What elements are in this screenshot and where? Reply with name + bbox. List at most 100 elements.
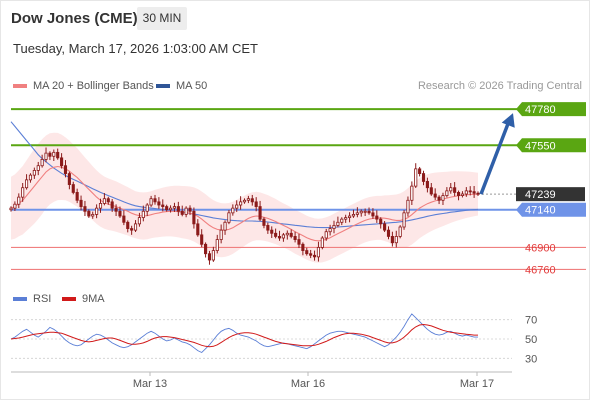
candle-body [456, 192, 461, 196]
candle-body [445, 190, 449, 196]
rsi-tick-label: 70 [525, 315, 537, 327]
x-axis-label: Mar 17 [460, 378, 494, 390]
candle-body [305, 250, 309, 255]
candle-body [67, 173, 71, 185]
candle-body [235, 204, 239, 209]
candle-body [130, 228, 134, 231]
candle-body [410, 185, 414, 201]
candle-body [98, 203, 103, 209]
candle-body [312, 254, 317, 258]
candle-body [176, 206, 180, 212]
candle-body [200, 234, 204, 245]
candle-body [258, 206, 262, 220]
ma20-legend-label: MA 20 + Bollinger Bands [33, 80, 154, 92]
candle-body [17, 196, 21, 205]
candle-body [418, 168, 422, 174]
chart-datetime: Tuesday, March 17, 2026 1:03:00 AM CET [13, 41, 258, 56]
candle-body [161, 204, 165, 207]
rsi-ma-legend-label: 9MA [82, 293, 105, 305]
candle-body [52, 151, 56, 157]
candle-body [309, 253, 313, 256]
candle-body [40, 159, 44, 167]
candle-body [204, 243, 208, 255]
candle-body [351, 214, 356, 217]
candle-body [192, 210, 196, 225]
candle-body [21, 187, 25, 198]
x-axis-label: Mar 13 [133, 378, 167, 390]
candle-body [79, 199, 83, 207]
timeframe-badge[interactable]: 30 MIN [137, 7, 187, 30]
candle-body [87, 210, 91, 217]
candle-body [149, 198, 153, 206]
candle-body [363, 210, 367, 213]
candle-body [48, 152, 52, 157]
candle-body [379, 218, 383, 225]
current-price-label: 47239 [525, 189, 556, 201]
candle-body [95, 207, 99, 215]
candle-body [122, 215, 126, 223]
candle-body [172, 206, 177, 209]
resistance-level-tag [516, 102, 586, 117]
candle-body [297, 239, 301, 245]
candle-body [262, 218, 266, 226]
candle-body [383, 223, 387, 231]
candle-body [449, 187, 453, 192]
candle-body [406, 199, 410, 214]
legend-ma50: MA 50 [156, 80, 207, 92]
candle-body [215, 239, 219, 251]
candle-body [266, 225, 270, 231]
instrument-title: Dow Jones (CME) [11, 10, 138, 27]
candle-body [36, 165, 40, 171]
candle-body [472, 191, 476, 194]
legend-rsi: RSI [13, 293, 51, 305]
candle-body [145, 204, 149, 212]
candle-body [157, 201, 161, 206]
candle-body [421, 173, 426, 182]
candle-body [106, 198, 110, 203]
ma50-legend-label: MA 50 [176, 80, 208, 92]
resistance-level-tag [516, 138, 586, 153]
candle-body [340, 218, 344, 223]
candle-body [355, 212, 359, 215]
candle-body [188, 207, 192, 212]
candle-body [398, 226, 402, 237]
legend-rsi-ma: 9MA [62, 293, 105, 305]
candle-body [227, 212, 231, 223]
support-level-label: 46760 [525, 264, 556, 276]
candle-body [126, 221, 130, 229]
candle-body [359, 210, 363, 214]
candle-body [433, 193, 437, 198]
candle-body [371, 212, 375, 217]
candle-body [75, 192, 79, 201]
rsi-tick-label: 50 [525, 334, 537, 346]
candle-body [402, 212, 406, 228]
candle-body [293, 236, 297, 240]
candle-body [133, 223, 138, 231]
resistance-level-label: 47780 [525, 104, 556, 116]
research-credit: Research © 2026 Trading Central [417, 80, 582, 92]
candle-body [102, 198, 106, 204]
candle-body [114, 207, 118, 212]
candle-body [242, 199, 247, 203]
ma50-swatch [156, 84, 170, 89]
candle-body [110, 201, 114, 209]
candle-body [437, 196, 441, 201]
x-axis-label: Mar 16 [291, 378, 325, 390]
candle-body [137, 217, 141, 225]
candle-body [332, 225, 336, 229]
rsi-legend-label: RSI [33, 293, 52, 305]
candle-body [71, 184, 75, 193]
current-price-tag [516, 187, 585, 202]
pivot-level-tag [516, 202, 586, 217]
rsi-line [10, 313, 478, 354]
candle-body [13, 203, 17, 209]
candle-body [239, 201, 243, 206]
candle-body [211, 250, 215, 261]
candle-body [63, 165, 68, 174]
candle-body [254, 201, 258, 207]
candle-body [184, 207, 188, 215]
candle-body [414, 168, 418, 187]
candle-body [394, 236, 398, 244]
candle-body [25, 179, 29, 189]
